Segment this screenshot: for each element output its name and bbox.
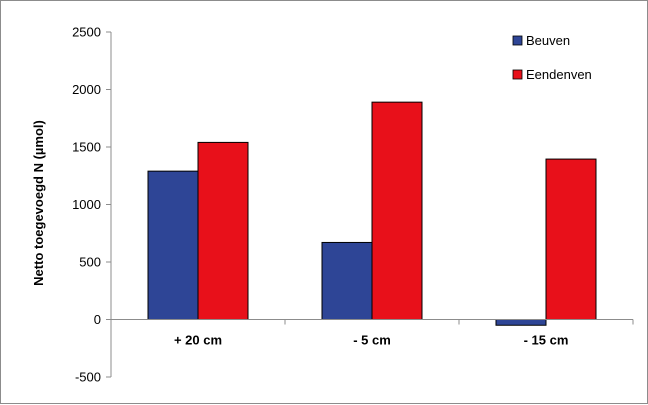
- bar-beuven: [321, 241, 373, 320]
- legend-label: Eendenven: [526, 67, 592, 82]
- bar-eendenven: [545, 158, 597, 320]
- ticks-layer: -500 0 500 1000 1500 2000 2500 + 20 cm - 5 cm - 1…: [72, 25, 634, 385]
- y-tick-label: -500: [75, 370, 101, 385]
- y-tick-label: 1500: [72, 140, 101, 155]
- y-axis-title: Netto toegevoegd N (µmol): [31, 120, 46, 286]
- bar-eendenven: [197, 141, 249, 320]
- category-label: - 5 cm: [353, 333, 391, 348]
- bar-eendenven: [371, 101, 423, 321]
- category-label: + 20 cm: [174, 333, 222, 348]
- legend-swatch: [512, 35, 523, 46]
- y-tick-label: 2500: [72, 25, 101, 40]
- y-tick-label: 0: [94, 312, 101, 327]
- category-label: - 15 cm: [524, 333, 569, 348]
- legend: Beuven Eendenven: [512, 33, 592, 82]
- bars-layer: [147, 101, 597, 326]
- legend-swatch: [512, 69, 523, 80]
- legend-label: Beuven: [526, 33, 570, 48]
- y-tick-label: 2000: [72, 82, 101, 97]
- bar-beuven: [147, 170, 199, 320]
- y-tick-label: 1000: [72, 197, 101, 212]
- y-tick-label: 500: [79, 255, 101, 270]
- bar-beuven: [495, 319, 547, 326]
